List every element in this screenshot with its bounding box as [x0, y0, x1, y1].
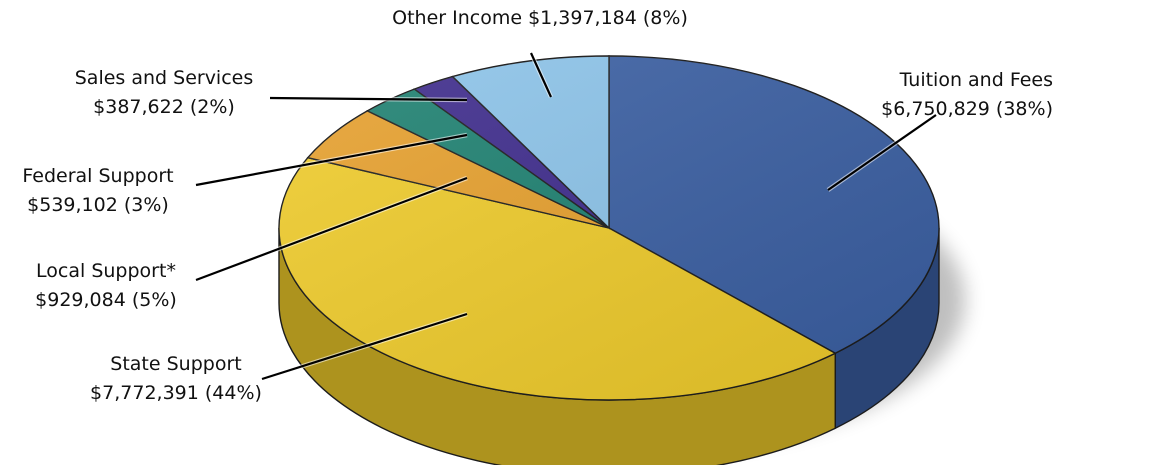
leader-line-state-support [261, 312, 468, 381]
slice-name-federal-support: Federal Support [22, 165, 173, 187]
leader-line-local-support [195, 176, 468, 282]
slice-value-federal-support: $539,102 (3%) [27, 194, 169, 216]
slice-name-sales-and-services: Sales and Services [75, 67, 254, 89]
slice-value-local-support: $929,084 (5%) [35, 289, 177, 311]
leader-line-tuition-and-fees [827, 114, 937, 191]
slice-value-tuition-and-fees: $6,750,829 (38%) [881, 98, 1053, 120]
leader-line-sales-and-services [269, 96, 468, 102]
slice-name-local-support: Local Support* [36, 260, 176, 282]
leader-line-federal-support [195, 133, 468, 187]
slice-name-state-support: State Support [110, 353, 241, 375]
slice-value-state-support: $7,772,391 (44%) [90, 382, 262, 404]
leader-line-other-income [529, 52, 553, 98]
slice-value-sales-and-services: $387,622 (2%) [93, 96, 235, 118]
slice-name-tuition-and-fees: Tuition and Fees [899, 69, 1053, 91]
slice-label-other-income: Other Income $1,397,184 (8%) [392, 7, 688, 29]
